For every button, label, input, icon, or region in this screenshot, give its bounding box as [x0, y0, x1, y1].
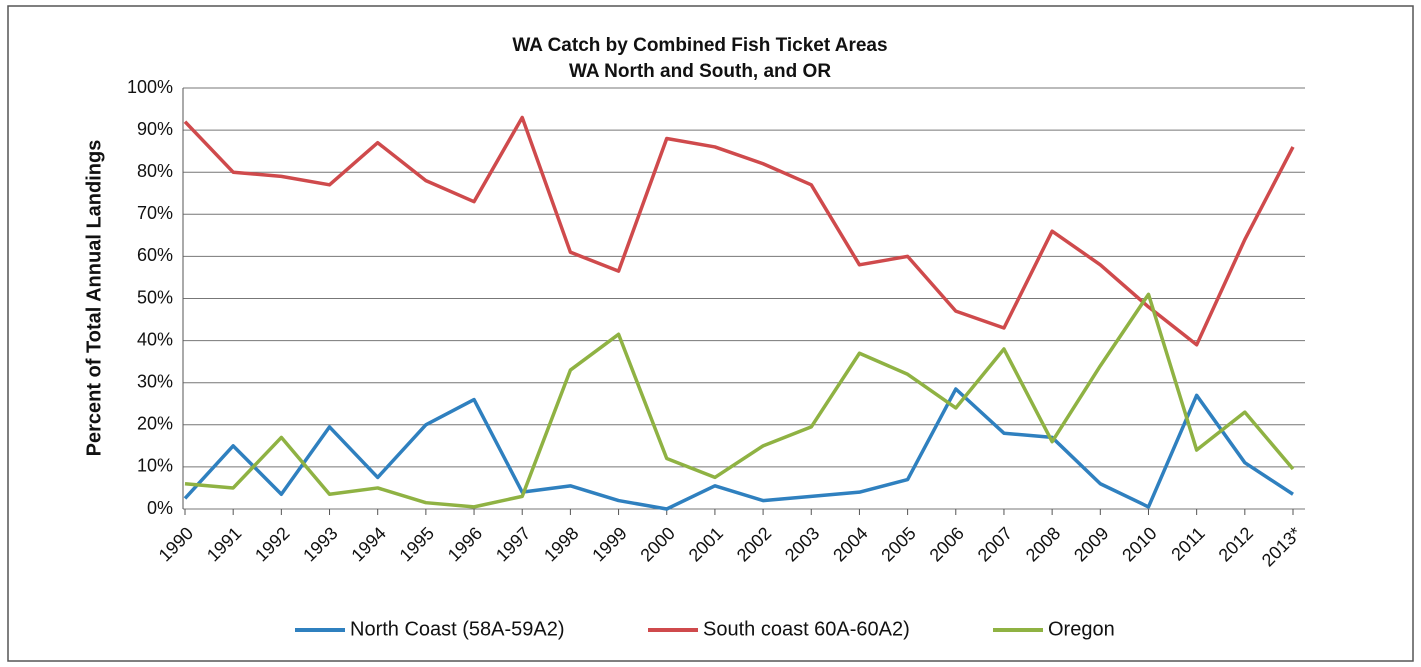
- y-axis-label: Percent of Total Annual Landings: [83, 140, 105, 457]
- y-tick-label: 80%: [137, 161, 173, 181]
- y-tick-label: 40%: [137, 329, 173, 349]
- y-tick-label: 90%: [137, 119, 173, 139]
- chart-subtitle: WA North and South, and OR: [569, 61, 831, 82]
- y-tick-label: 70%: [137, 203, 173, 223]
- y-tick-label: 100%: [127, 77, 173, 97]
- legend-label: North Coast (58A-59A2): [350, 618, 565, 640]
- series-line: [184, 292, 1295, 509]
- chart-frame: [7, 5, 1414, 662]
- y-tick-label: 0%: [147, 498, 173, 518]
- chart-title: WA Catch by Combined Fish Ticket Areas: [512, 35, 887, 56]
- series-line: [183, 115, 1295, 347]
- legend-label: South coast 60A-60A2): [703, 618, 910, 640]
- y-tick-label: 50%: [137, 287, 173, 307]
- y-tick-label: 60%: [137, 245, 173, 265]
- series-line: [183, 387, 1294, 511]
- y-tick-label: 30%: [137, 371, 173, 391]
- y-tick-label: 10%: [137, 456, 173, 476]
- legend-label: Oregon: [1048, 618, 1115, 640]
- y-tick-label: 20%: [137, 414, 173, 434]
